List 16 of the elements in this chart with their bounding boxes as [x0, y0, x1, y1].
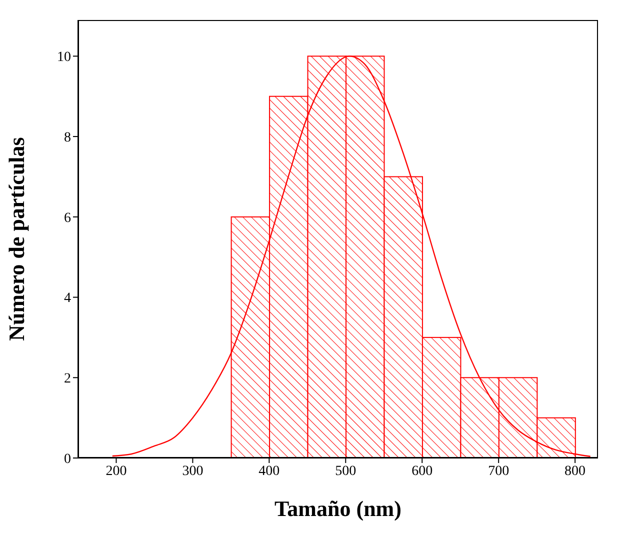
- x-tick-label: 400: [258, 464, 280, 479]
- x-tick-label: 800: [564, 464, 586, 479]
- x-tick-label: 500: [335, 464, 356, 479]
- x-tick-label: 300: [182, 464, 204, 479]
- x-axis-title: Tamaño (nm): [274, 496, 402, 521]
- x-tick-label: 200: [106, 464, 127, 479]
- line-series: [112, 56, 591, 457]
- y-tick-label: 6: [64, 210, 71, 226]
- y-tick-label: 10: [57, 50, 71, 66]
- y-tick-label: 4: [64, 291, 71, 306]
- x-tick-label: 700: [488, 464, 510, 479]
- y-axis-title: Número de partículas: [4, 136, 29, 341]
- x-tick-label: 600: [412, 464, 433, 479]
- y-tick-label: 2: [64, 372, 71, 387]
- y-tick-label: 0: [64, 452, 71, 467]
- y-tick-label: 8: [64, 130, 71, 146]
